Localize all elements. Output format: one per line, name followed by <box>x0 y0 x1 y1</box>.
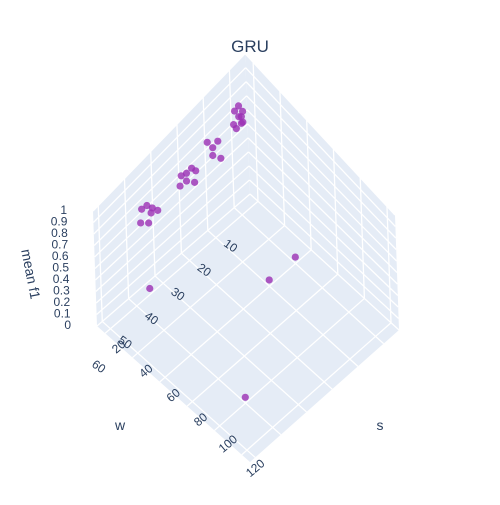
grid-line <box>94 137 249 281</box>
z-tick-label: 0.4 <box>53 272 70 286</box>
z-tick-label: 0 <box>64 318 71 332</box>
grid-line <box>96 179 250 315</box>
chart-title: GRU <box>231 37 269 56</box>
grid-line <box>248 151 399 296</box>
data-point <box>143 201 151 210</box>
grid-line <box>132 225 286 359</box>
grid-line <box>241 322 392 456</box>
grid-line <box>180 252 333 390</box>
data-point <box>214 137 222 145</box>
z-axis-title: mean f1 <box>18 248 43 301</box>
grid-line <box>233 207 385 345</box>
z-tick-label: 0.2 <box>54 295 71 309</box>
grid-line <box>93 81 247 235</box>
grid-line <box>128 298 282 436</box>
grid-line <box>96 193 251 327</box>
grid-line <box>93 95 248 246</box>
data-point <box>182 177 191 185</box>
z-tick-label: 0.6 <box>52 249 69 263</box>
data-point <box>148 204 156 212</box>
data-point <box>239 118 247 126</box>
grid-line <box>249 179 400 319</box>
data-point <box>234 102 243 110</box>
grid-line <box>159 249 312 383</box>
gridlines <box>92 53 400 458</box>
data-point <box>230 107 239 115</box>
data-point <box>192 167 200 175</box>
grid-line <box>245 81 397 239</box>
data-point <box>190 178 199 186</box>
grid-line <box>95 165 250 304</box>
grid-line <box>214 297 365 431</box>
z-tick-label: 0.8 <box>51 226 68 240</box>
data-point <box>138 205 146 213</box>
grid-line <box>247 123 398 273</box>
z-tick-label: 0.9 <box>51 215 68 229</box>
x-axis-title: s <box>377 417 384 433</box>
grid-line <box>246 95 397 250</box>
x-tick-label: 120 <box>243 456 268 480</box>
grid-line <box>186 273 339 407</box>
grid-line <box>244 53 396 216</box>
grid-line <box>101 320 256 458</box>
grid-line <box>245 67 396 227</box>
z-tick-label: 0.1 <box>54 307 71 321</box>
data-point <box>137 219 145 227</box>
data-point <box>241 393 249 401</box>
data-point <box>209 151 217 160</box>
data-point <box>232 124 240 133</box>
data-point <box>176 182 184 190</box>
data-point <box>145 219 153 227</box>
grid-line <box>95 151 249 292</box>
z-tick-label: 0.3 <box>53 284 70 298</box>
wall-pane-right <box>245 53 399 330</box>
z-tick-label: 0.7 <box>52 238 69 252</box>
z-tick-label: 1 <box>60 203 67 217</box>
data-point <box>238 107 247 115</box>
data-point <box>203 138 211 146</box>
y-tick-label: 60 <box>89 357 108 376</box>
grid-line <box>207 229 359 367</box>
grid-line <box>94 109 248 258</box>
data-points <box>137 102 299 401</box>
grid-line <box>154 275 307 413</box>
grid-line <box>92 53 246 212</box>
grid-line <box>104 200 259 334</box>
grid-line <box>249 193 400 331</box>
data-point <box>154 206 162 214</box>
grid-line <box>94 123 249 269</box>
data-point <box>217 154 225 162</box>
z-tick-label: 0.5 <box>52 261 69 275</box>
grid-line <box>247 137 398 285</box>
grid-line <box>92 67 247 223</box>
data-point <box>265 276 273 284</box>
data-point <box>291 253 299 261</box>
data-point <box>177 172 185 180</box>
data-point <box>146 284 154 293</box>
data-point <box>209 144 217 152</box>
grid-line <box>246 109 398 262</box>
y-axis-title: w <box>114 417 126 433</box>
grid-line <box>248 165 399 308</box>
